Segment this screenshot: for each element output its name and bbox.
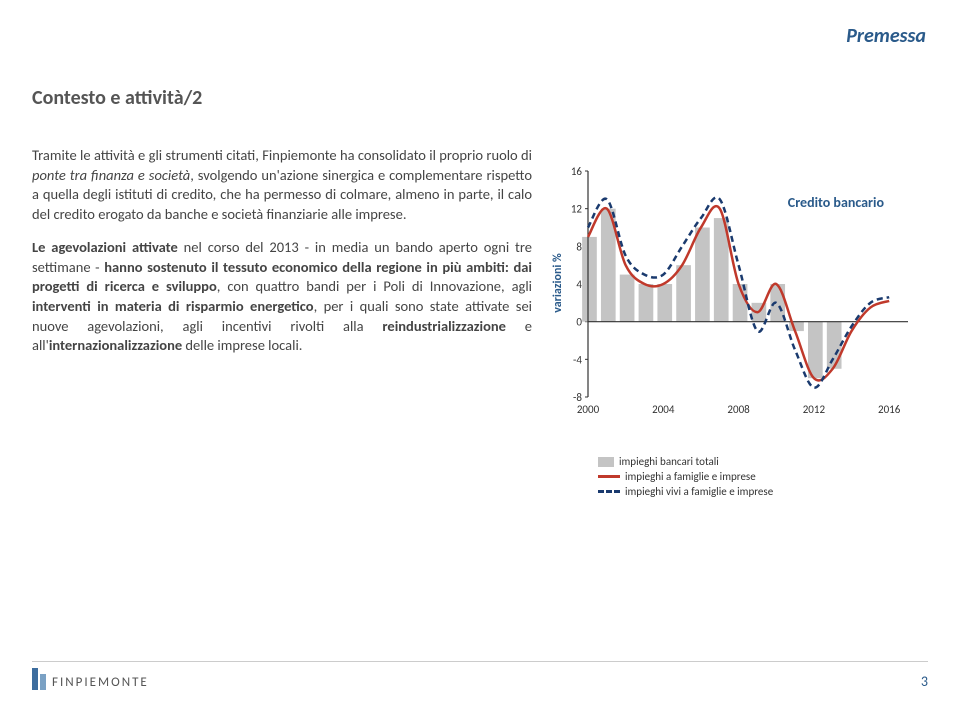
legend-item: impieghi a famiglie e imprese <box>598 470 928 483</box>
svg-text:2016: 2016 <box>878 403 901 416</box>
svg-text:2008: 2008 <box>727 403 750 416</box>
paragraph-2: Le agevolazioni attivate nel corso del 2… <box>32 238 532 355</box>
svg-text:2000: 2000 <box>577 403 600 416</box>
logo-icon <box>32 668 46 690</box>
svg-text:-4: -4 <box>573 353 582 366</box>
credit-chart: -8-4048121620002004200820122016 <box>548 146 918 446</box>
chart-title: Credito bancario <box>788 194 884 211</box>
section-label: Premessa <box>846 24 926 48</box>
svg-text:8: 8 <box>576 240 582 253</box>
svg-text:2004: 2004 <box>652 403 675 416</box>
svg-text:0: 0 <box>576 316 582 329</box>
legend-item: impieghi vivi a famiglie e imprese <box>598 485 928 498</box>
page-number: 3 <box>921 673 928 690</box>
svg-text:12: 12 <box>571 203 583 216</box>
logo: FINPIEMONTE <box>32 668 149 690</box>
svg-text:2012: 2012 <box>803 403 826 416</box>
legend-item: impieghi bancari totali <box>598 455 928 468</box>
footer: FINPIEMONTE 3 <box>32 661 928 690</box>
body-text: Tramite le attività e gli strumenti cita… <box>32 146 532 500</box>
svg-text:4: 4 <box>576 278 582 291</box>
chart-legend: impieghi bancari totali impieghi a famigl… <box>598 455 928 498</box>
logo-text: FINPIEMONTE <box>52 675 149 690</box>
paragraph-1: Tramite le attività e gli strumenti cita… <box>32 146 532 224</box>
svg-text:16: 16 <box>571 165 583 178</box>
chart-y-label: variazioni % <box>551 253 565 313</box>
chart-container: variazioni % Credito bancario -8-4048121… <box>548 146 928 500</box>
page-title: Contesto e attività/2 <box>32 86 928 110</box>
